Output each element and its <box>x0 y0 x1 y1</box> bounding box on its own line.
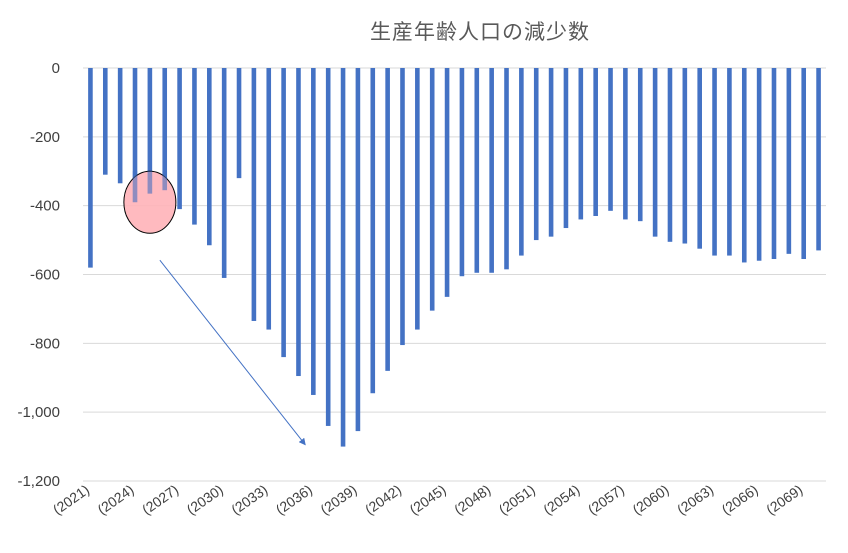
bar <box>162 68 168 191</box>
x-tick-label: (2069) <box>763 481 805 517</box>
bar <box>727 68 732 256</box>
bar <box>593 68 598 216</box>
x-tick-label: (2027) <box>139 481 181 517</box>
bar <box>117 68 123 184</box>
bar <box>266 68 272 330</box>
bar <box>786 68 792 254</box>
x-tick-label: (2024) <box>94 481 136 517</box>
bar <box>801 68 807 260</box>
bar <box>385 68 390 371</box>
y-tick-label: -1,000 <box>17 404 60 421</box>
bar <box>177 68 182 210</box>
bar <box>608 68 613 211</box>
bars <box>88 68 821 447</box>
annotations <box>123 170 306 446</box>
bar <box>88 68 93 268</box>
y-tick-label: -800 <box>30 335 60 352</box>
x-tick-label: (2039) <box>317 481 359 517</box>
bar <box>132 68 138 203</box>
bar <box>221 68 227 278</box>
chart-title: 生産年齢人口の減少数 <box>370 21 590 44</box>
x-tick-label: (2066) <box>719 481 761 517</box>
bar <box>489 68 494 273</box>
bar <box>548 68 554 237</box>
bar <box>519 68 524 256</box>
y-tick-label: -200 <box>30 129 60 146</box>
bar <box>400 68 405 346</box>
bar <box>415 68 420 330</box>
bar <box>623 68 628 220</box>
gridlines <box>83 67 826 482</box>
x-tick-label: (2033) <box>228 481 270 517</box>
bar <box>474 68 480 273</box>
bar <box>370 68 376 394</box>
y-axis-ticks: 0 -200 -400 -600 -800 -1,000 -1,200 <box>17 60 60 490</box>
x-tick-label: (2048) <box>451 481 493 517</box>
bar <box>504 68 509 270</box>
x-tick-label: (2051) <box>496 481 538 517</box>
bar <box>281 68 286 358</box>
bar <box>563 68 569 229</box>
bar <box>355 68 361 432</box>
bar <box>207 68 212 246</box>
bar <box>102 68 108 175</box>
bar <box>771 68 777 260</box>
x-tick-label: (2045) <box>406 481 448 517</box>
x-tick-label: (2042) <box>362 481 404 517</box>
bar <box>444 68 450 297</box>
x-tick-label: (2057) <box>585 481 627 517</box>
bar <box>578 68 584 220</box>
bar <box>667 68 673 242</box>
bar <box>251 68 257 321</box>
highlighted-bar <box>132 171 138 203</box>
bar <box>637 68 643 222</box>
highlighted-bar <box>162 171 168 191</box>
x-tick-label: (2060) <box>629 481 671 517</box>
bar <box>340 68 346 447</box>
bar <box>236 68 242 179</box>
bar <box>816 68 821 251</box>
bar <box>147 68 153 194</box>
bar <box>712 68 717 256</box>
x-tick-label: (2063) <box>674 481 716 517</box>
y-tick-label: 0 <box>52 60 60 77</box>
x-tick-label: (2054) <box>540 481 582 517</box>
bar <box>192 68 197 225</box>
highlighted-bar <box>147 171 153 194</box>
x-axis-ticks: (2021) (2024) (2027) (2030) (2033) (2036) (203… <box>50 481 806 517</box>
bar <box>652 68 658 237</box>
bar <box>682 68 688 244</box>
bar <box>756 68 762 261</box>
bar <box>533 68 539 241</box>
annotation-arrow <box>159 259 306 446</box>
y-tick-label: -1,200 <box>17 473 60 490</box>
x-tick-label: (2036) <box>273 481 315 517</box>
bar <box>697 68 702 249</box>
bar <box>325 68 331 426</box>
x-tick-label: (2030) <box>184 481 226 517</box>
y-tick-label: -600 <box>30 267 60 284</box>
bar <box>311 68 316 395</box>
bar <box>429 68 435 311</box>
y-tick-label: -400 <box>30 198 60 215</box>
bar <box>459 68 465 277</box>
bar <box>741 68 747 263</box>
bar <box>296 68 301 377</box>
